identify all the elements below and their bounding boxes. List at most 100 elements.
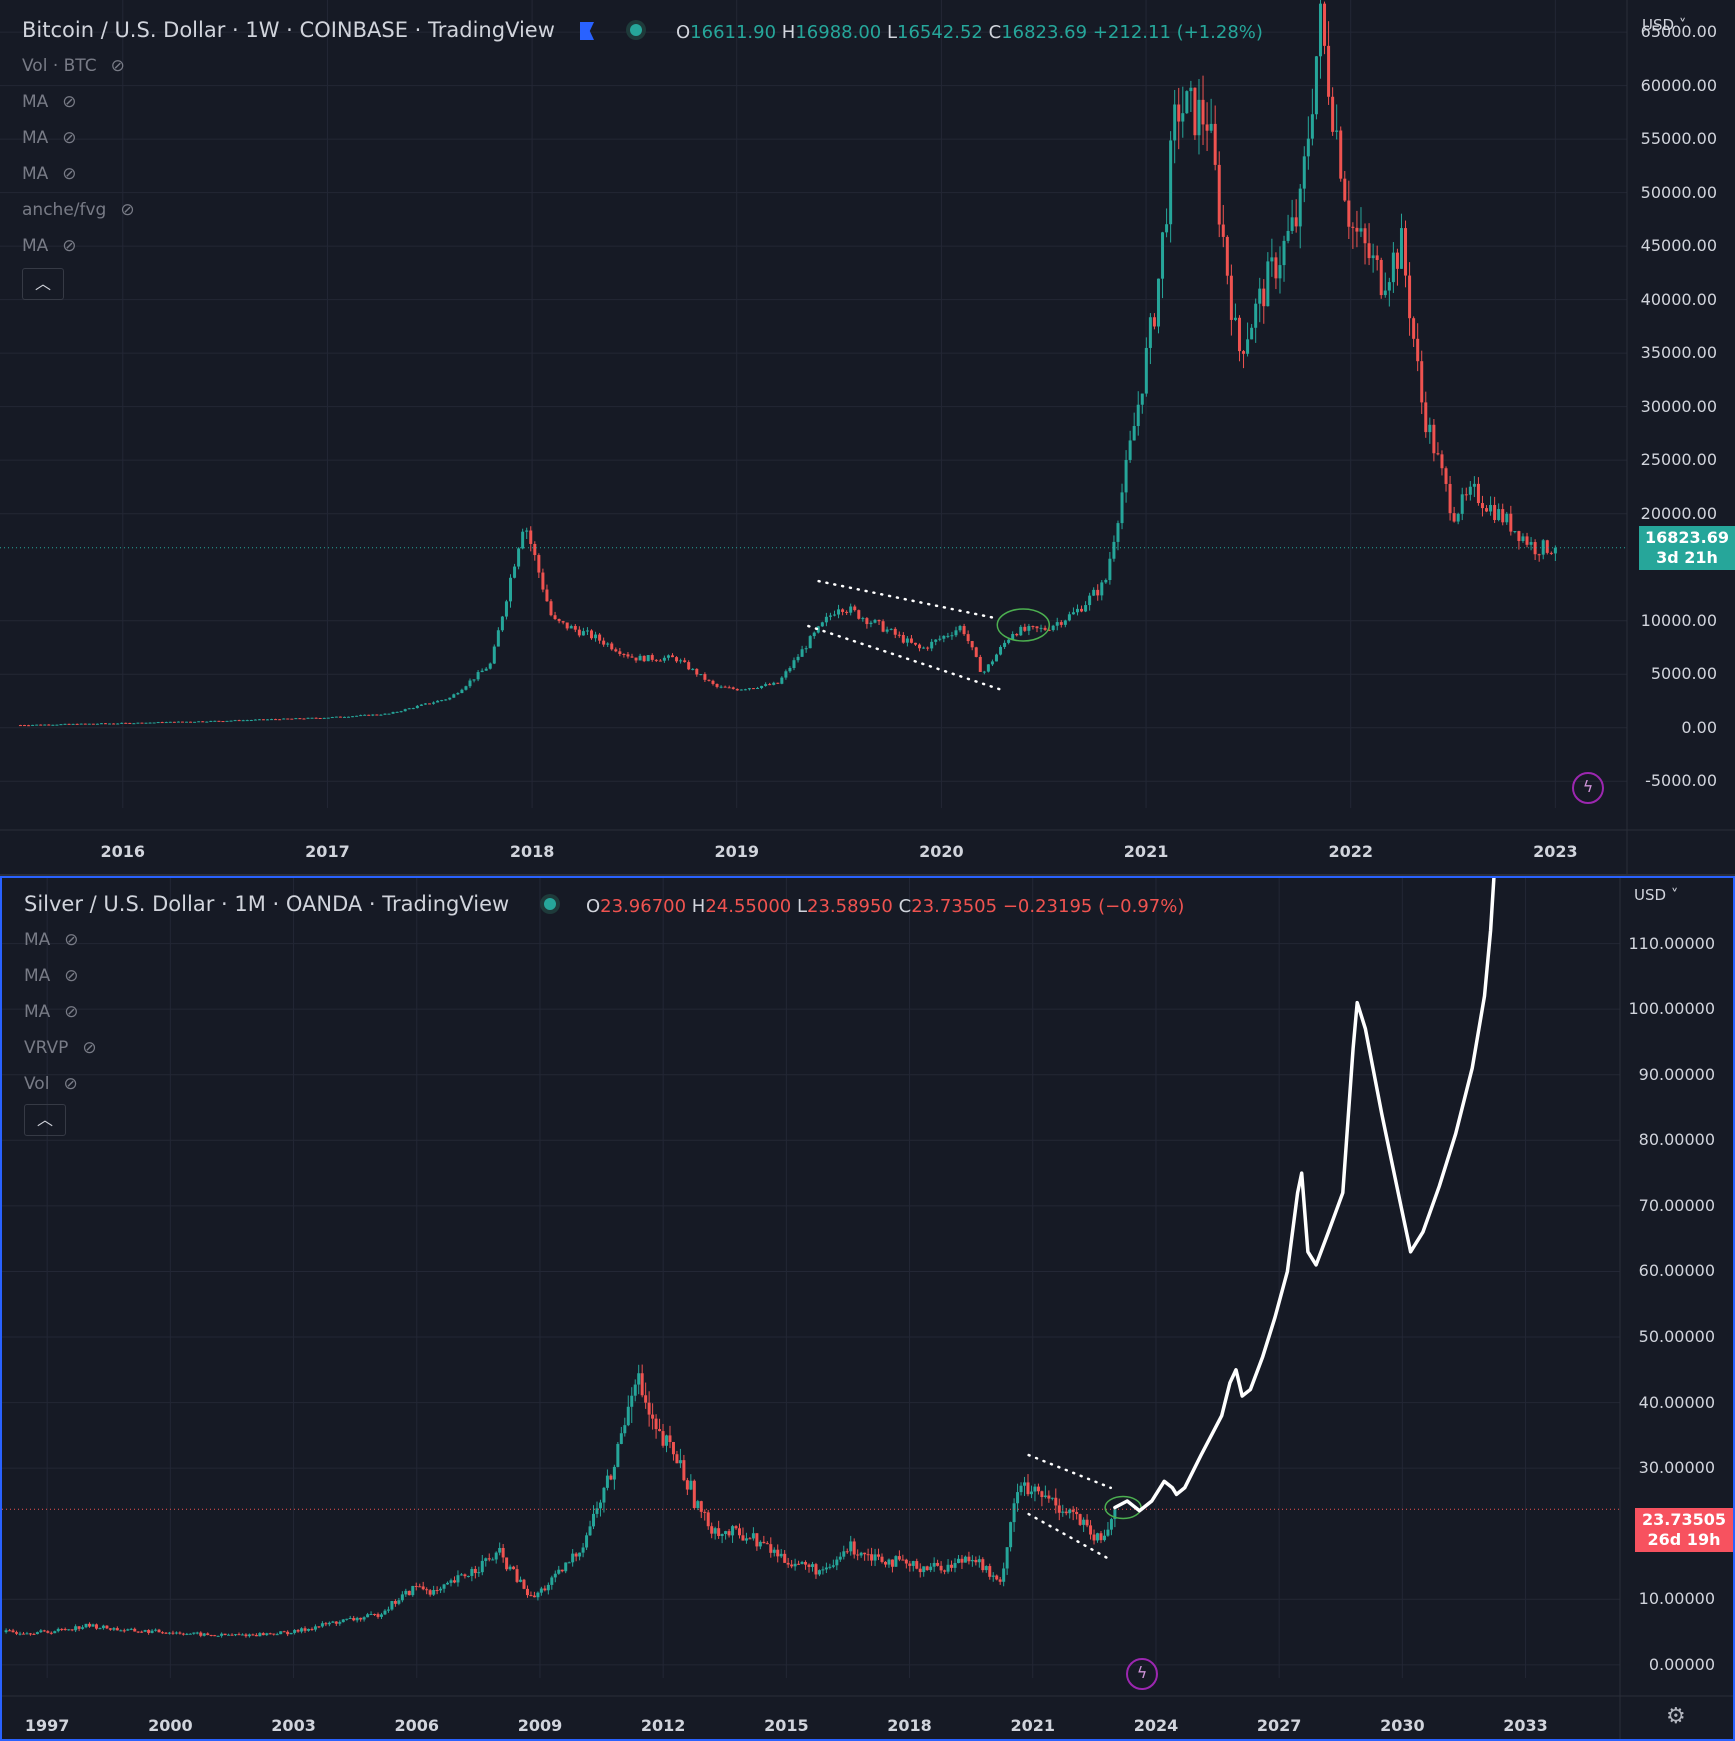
- candle-body: [1545, 540, 1549, 553]
- eye-hidden-icon[interactable]: ⊘: [110, 56, 125, 76]
- candle-body: [1054, 1497, 1058, 1506]
- indicator-ma[interactable]: MA ⊘: [24, 966, 79, 986]
- silver-symbol-title[interactable]: Silver / U.S. Dollar · 1M · OANDA · Trad…: [24, 892, 510, 916]
- candle-body: [1075, 608, 1079, 613]
- candle-body: [258, 1633, 262, 1637]
- collapse-legend-button[interactable]: ︿: [24, 1104, 66, 1136]
- candle-body: [1436, 453, 1440, 455]
- candle-body: [1444, 468, 1448, 484]
- candle-body: [637, 1373, 641, 1385]
- candle-body: [824, 616, 828, 623]
- candle-body: [793, 1563, 797, 1567]
- candle-body: [897, 634, 901, 636]
- eye-hidden-icon[interactable]: ⊘: [63, 1074, 78, 1094]
- candle-body: [1318, 3, 1322, 57]
- candle-body: [188, 1633, 192, 1635]
- candle-body: [735, 688, 739, 691]
- indicator-ma[interactable]: MA ⊘: [24, 930, 79, 950]
- candle-body: [247, 1634, 251, 1637]
- eye-hidden-icon[interactable]: ⊘: [64, 966, 79, 986]
- candle-body: [1298, 188, 1302, 227]
- eye-hidden-icon[interactable]: ⊘: [64, 1002, 79, 1022]
- collapse-legend-button[interactable]: ︿: [22, 268, 64, 300]
- candle-body: [622, 653, 626, 655]
- candle-body: [741, 1535, 745, 1541]
- candle-body: [512, 1566, 516, 1570]
- indicator-fvg[interactable]: anche/fvg ⊘: [22, 200, 135, 220]
- indicator-ma[interactable]: MA ⊘: [24, 1002, 79, 1022]
- candle-body: [1367, 243, 1371, 259]
- eye-hidden-icon[interactable]: ⊘: [62, 236, 77, 256]
- eye-hidden-icon[interactable]: ⊘: [62, 164, 77, 184]
- eye-hidden-icon[interactable]: ⊘: [62, 92, 77, 112]
- candle-body: [946, 635, 950, 637]
- silver-chart-pane[interactable]: Silver / U.S. Dollar · 1M · OANDA · Trad…: [0, 876, 1735, 1741]
- candle-body: [671, 1442, 675, 1455]
- candle-body: [245, 720, 249, 722]
- candle-body: [981, 1559, 985, 1571]
- candle-body: [953, 1563, 957, 1568]
- high-value: 24.55000: [705, 896, 792, 917]
- eye-hidden-icon[interactable]: ⊘: [64, 930, 79, 950]
- candle-body: [1489, 504, 1493, 512]
- candle-body: [154, 1629, 158, 1631]
- eye-hidden-icon[interactable]: ⊘: [82, 1038, 97, 1058]
- candle-body: [11, 1630, 15, 1633]
- eye-hidden-icon[interactable]: ⊘: [120, 200, 135, 220]
- candle-body: [470, 1568, 474, 1576]
- bitcoin-chart-pane[interactable]: Bitcoin / U.S. Dollar · 1W · COINBASE · …: [0, 0, 1735, 876]
- candle-body: [545, 589, 549, 602]
- candle-body: [70, 1629, 74, 1631]
- candle-body: [251, 1634, 255, 1636]
- indicator-ma[interactable]: MA ⊘: [22, 236, 77, 256]
- candle-body: [1102, 1535, 1106, 1541]
- candle-body: [929, 1566, 933, 1571]
- eye-hidden-icon[interactable]: ⊘: [62, 128, 77, 148]
- lightning-icon[interactable]: ϟ: [1126, 1658, 1158, 1690]
- candle-body: [1113, 1509, 1117, 1520]
- candle-body: [978, 656, 982, 672]
- candle-body: [743, 689, 747, 691]
- candle-body: [1428, 424, 1432, 433]
- candle-body: [626, 1406, 630, 1426]
- settings-gear-icon[interactable]: ⚙: [1666, 1704, 1686, 1729]
- candle-body: [1092, 1534, 1096, 1541]
- indicator-vol-btc[interactable]: Vol · BTC ⊘: [22, 56, 125, 76]
- indicator-vrvp[interactable]: VRVP ⊘: [24, 1038, 97, 1058]
- candle-body: [814, 1564, 818, 1575]
- candle-body: [157, 1629, 161, 1633]
- candle-body: [1391, 252, 1395, 283]
- candle-body: [751, 688, 755, 690]
- lightning-icon[interactable]: ϟ: [1572, 772, 1604, 804]
- candle-body: [810, 1564, 814, 1567]
- bitcoin-symbol-title[interactable]: Bitcoin / U.S. Dollar · 1W · COINBASE · …: [22, 18, 555, 42]
- candle-body: [463, 1574, 467, 1577]
- candle-body: [1189, 87, 1193, 92]
- candle-body: [1497, 509, 1501, 521]
- indicator-ma[interactable]: MA ⊘: [22, 128, 77, 148]
- flag-icon[interactable]: [580, 22, 594, 40]
- candle-body: [1169, 140, 1173, 225]
- indicator-ma[interactable]: MA ⊘: [22, 164, 77, 184]
- silver-chart-canvas[interactable]: [2, 878, 1733, 1739]
- currency-selector[interactable]: USD ˅: [1634, 886, 1679, 904]
- currency-selector[interactable]: USD ˅: [1642, 16, 1687, 34]
- candle-body: [926, 647, 930, 649]
- candle-body: [195, 1632, 199, 1634]
- candle-body: [27, 725, 31, 727]
- candle-body: [616, 1443, 620, 1467]
- candle-body: [56, 1628, 60, 1632]
- candle-body: [341, 1619, 345, 1623]
- candle-body: [192, 1632, 196, 1634]
- candle-body: [324, 1623, 328, 1625]
- candle-body: [719, 686, 723, 688]
- candle-body: [1254, 303, 1258, 328]
- candle-body: [472, 679, 476, 681]
- candle-body: [83, 723, 87, 725]
- candle-body: [419, 704, 423, 706]
- candle-body: [176, 721, 180, 723]
- candle-body: [1156, 278, 1160, 327]
- indicator-vol[interactable]: Vol ⊘: [24, 1074, 78, 1094]
- indicator-ma[interactable]: MA ⊘: [22, 92, 77, 112]
- bitcoin-chart-canvas[interactable]: [0, 0, 1735, 874]
